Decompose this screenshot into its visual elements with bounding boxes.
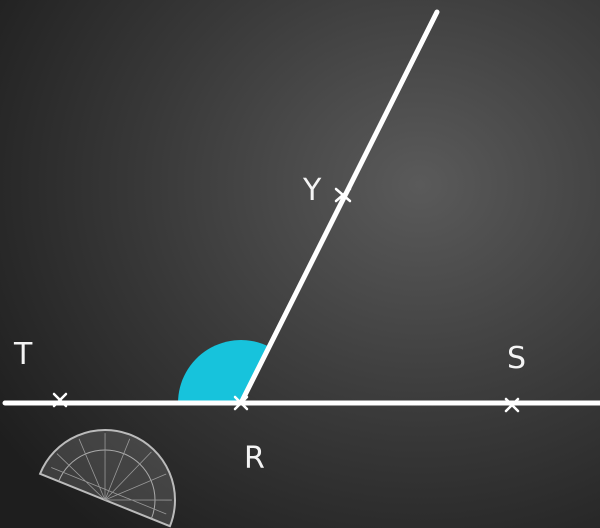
label-s: S <box>507 341 526 376</box>
label-y: Y <box>302 173 322 208</box>
chalkboard: T Y R S <box>0 0 600 528</box>
label-t: T <box>13 337 33 372</box>
page: {"points": ["T", "Y", "R", "S"]} T Y R S… <box>0 0 600 528</box>
label-r: R <box>244 441 265 476</box>
